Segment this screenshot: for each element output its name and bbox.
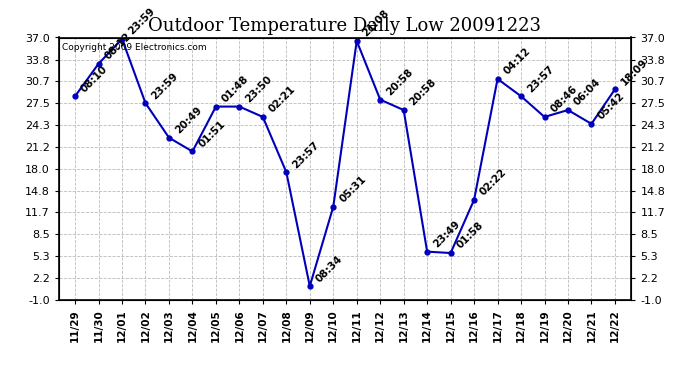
Text: 18:09: 18:09 xyxy=(619,57,649,87)
Text: Copyright 2009 Electronics.com: Copyright 2009 Electronics.com xyxy=(61,43,206,52)
Text: 02:21: 02:21 xyxy=(267,84,297,115)
Text: 23:49: 23:49 xyxy=(431,219,462,249)
Text: 01:48: 01:48 xyxy=(220,74,250,104)
Text: 04:12: 04:12 xyxy=(502,46,532,77)
Text: 20:49: 20:49 xyxy=(173,105,204,135)
Text: 20:58: 20:58 xyxy=(408,77,438,108)
Text: 08:10: 08:10 xyxy=(79,63,110,94)
Text: 23:50: 23:50 xyxy=(244,74,274,104)
Text: 06:04: 06:04 xyxy=(572,77,603,108)
Text: 08:34: 08:34 xyxy=(314,254,344,284)
Text: 23:57: 23:57 xyxy=(290,140,321,170)
Text: 08:46: 08:46 xyxy=(549,84,580,115)
Text: 02:22: 02:22 xyxy=(478,167,509,198)
Text: 23:57: 23:57 xyxy=(525,63,555,94)
Text: 01:58: 01:58 xyxy=(455,220,485,251)
Text: 05:31: 05:31 xyxy=(337,174,368,205)
Text: 08:12: 08:12 xyxy=(103,31,133,62)
Text: 01:51: 01:51 xyxy=(197,119,227,149)
Text: 23:59: 23:59 xyxy=(150,70,180,101)
Title: Outdoor Temperature Daily Low 20091223: Outdoor Temperature Daily Low 20091223 xyxy=(148,16,542,34)
Text: 21:08: 21:08 xyxy=(361,8,391,39)
Text: 20:58: 20:58 xyxy=(384,67,415,98)
Text: 23:59: 23:59 xyxy=(126,6,157,37)
Text: 05:42: 05:42 xyxy=(595,91,627,122)
